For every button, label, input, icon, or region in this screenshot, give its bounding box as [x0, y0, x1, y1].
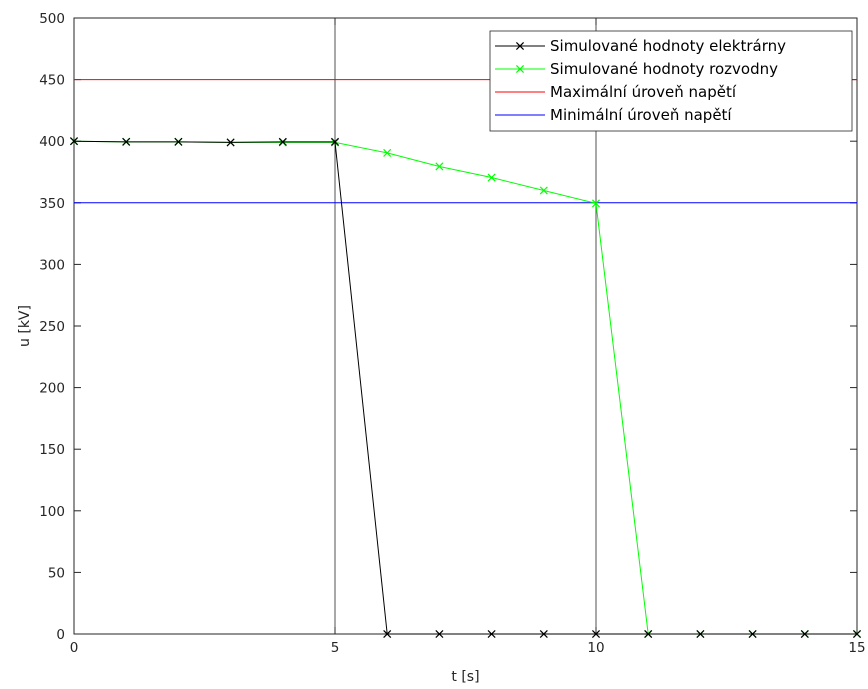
legend-marker [515, 41, 525, 51]
data-point [591, 629, 601, 639]
x-tick-label: 15 [848, 640, 865, 656]
legend-label: Maximální úroveň napětí [550, 83, 737, 101]
y-tick-label: 400 [39, 134, 65, 150]
data-point [800, 629, 809, 639]
data-point [852, 629, 862, 639]
x-tick-label: 0 [70, 640, 79, 656]
x-axis-label: t [s] [451, 669, 479, 685]
data-point [278, 137, 287, 146]
data-point [174, 137, 183, 146]
data-point [435, 629, 444, 639]
y-tick-label: 100 [39, 504, 65, 520]
legend-label: Minimální úroveň napětí [550, 106, 732, 124]
y-tick-label: 250 [39, 319, 65, 335]
legend-box [489, 30, 853, 132]
data-point [383, 629, 392, 639]
legend-label: Simulované hodnoty rozvodny [550, 60, 778, 78]
data-point [226, 138, 235, 147]
data-point [122, 137, 131, 146]
y-tick-label: 350 [39, 196, 65, 212]
y-axis-label: u [kV] [17, 305, 33, 347]
y-tick-label: 200 [39, 381, 65, 397]
data-point [69, 137, 79, 146]
legend-marker [515, 64, 525, 74]
data-point [539, 629, 548, 639]
series-0 [69, 137, 862, 639]
data-point [330, 137, 340, 146]
data-point [696, 629, 705, 639]
x-tick-label: 5 [331, 640, 340, 656]
data-point [644, 629, 653, 639]
data-point [591, 199, 601, 208]
series-line [73, 140, 857, 635]
y-tick-label: 150 [39, 442, 65, 458]
data-point [487, 173, 496, 182]
legend: Simulované hodnoty elektrárny Simulované … [489, 30, 853, 132]
x-tick-label: 10 [587, 640, 604, 656]
y-tick-label: 450 [39, 73, 65, 89]
data-point [487, 629, 496, 639]
data-point [748, 629, 757, 639]
data-point [539, 186, 548, 195]
data-point [383, 148, 392, 157]
y-tick-label: 50 [48, 565, 65, 581]
data-point [435, 162, 444, 171]
y-tick-label: 300 [39, 257, 65, 273]
y-tick-label: 500 [39, 11, 65, 27]
legend-label: Simulované hodnoty elektrárny [550, 37, 786, 55]
y-tick-label: 0 [56, 627, 65, 643]
